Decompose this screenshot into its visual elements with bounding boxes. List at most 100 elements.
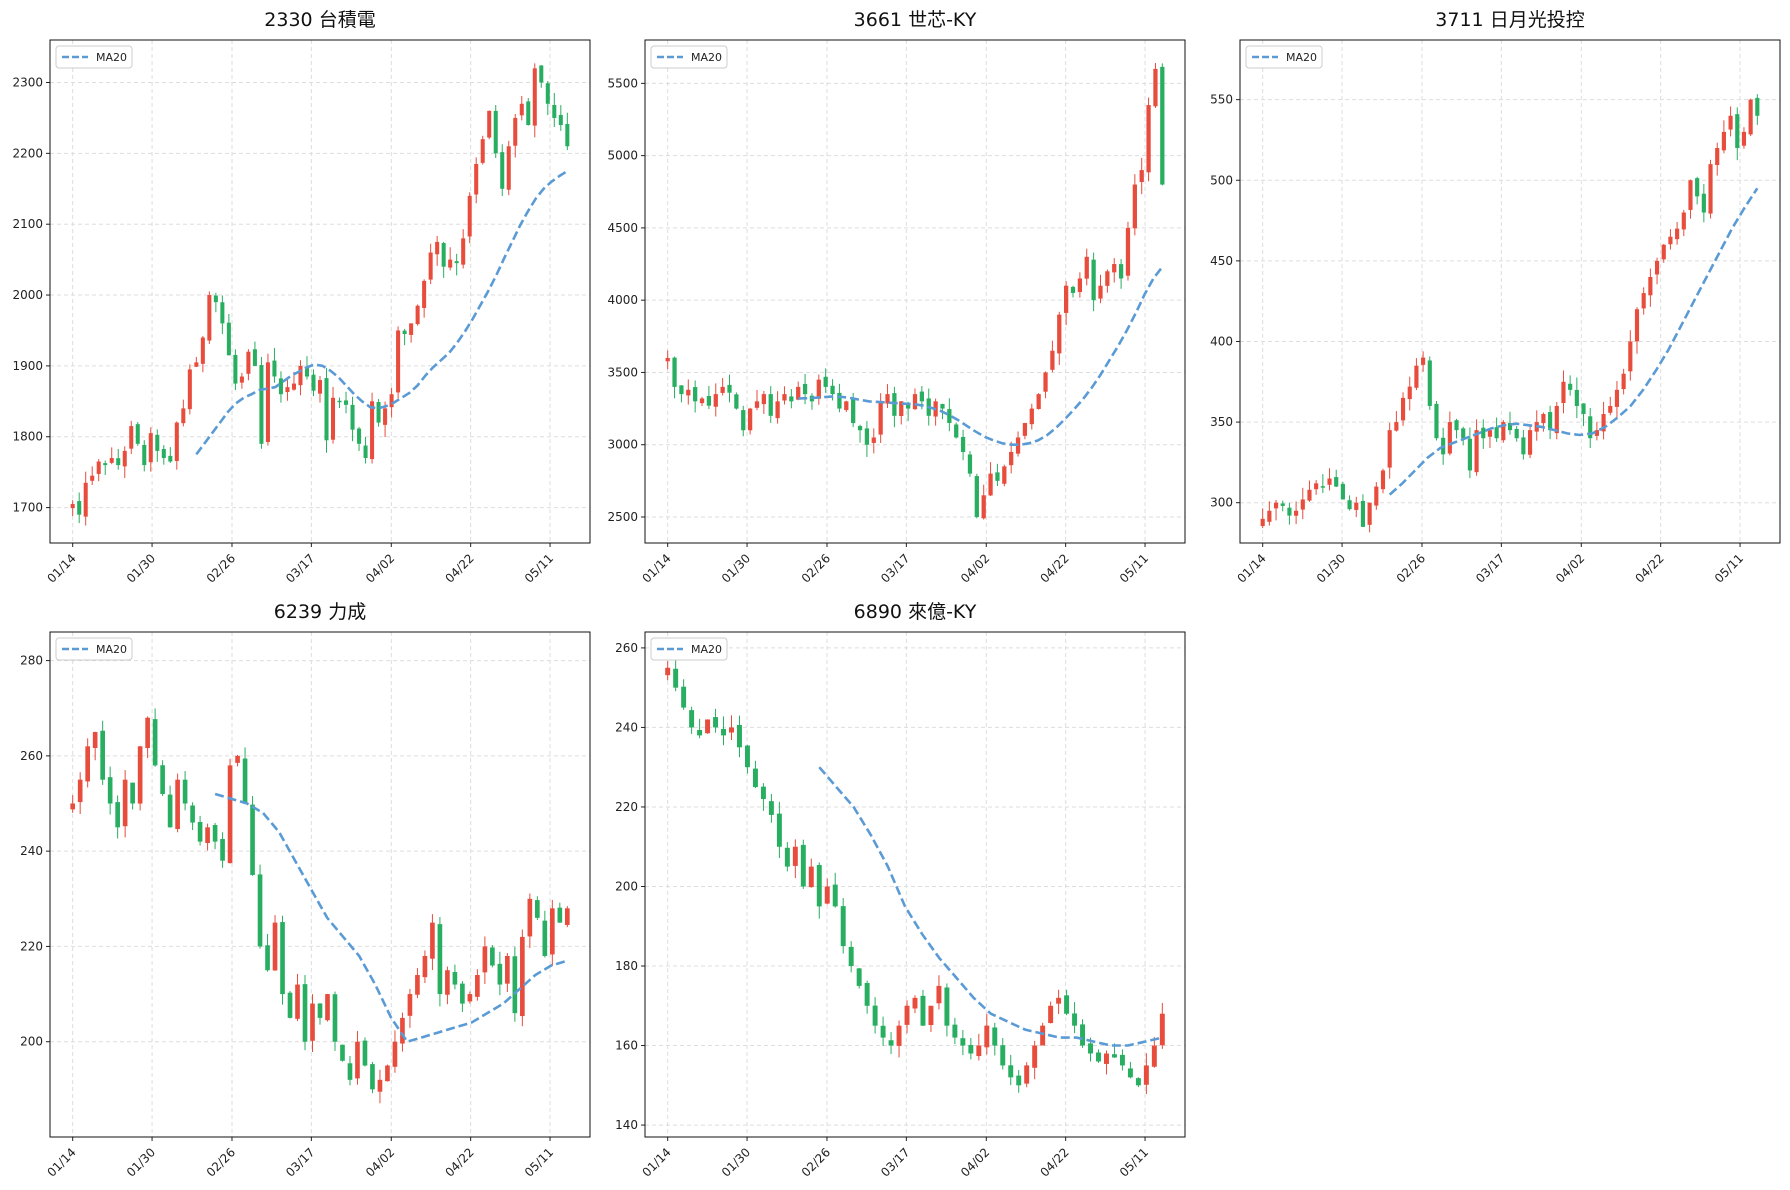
candle-body xyxy=(1594,430,1599,436)
candle xyxy=(205,823,210,851)
candle xyxy=(1009,441,1014,474)
legend: MA20 xyxy=(55,45,133,69)
candle-body xyxy=(96,461,101,474)
candle-body xyxy=(422,280,427,308)
candle-body xyxy=(1135,1078,1141,1086)
candle xyxy=(1029,403,1034,430)
candle xyxy=(344,391,349,414)
candle xyxy=(1347,495,1352,511)
legend-box xyxy=(650,45,728,69)
candle-body xyxy=(872,1005,878,1026)
candle xyxy=(1367,502,1372,533)
ma20-line xyxy=(1388,187,1759,496)
candle-body xyxy=(385,1065,390,1082)
candle xyxy=(407,988,413,1028)
candle-body xyxy=(1581,403,1586,415)
candle-body xyxy=(109,457,114,463)
candle xyxy=(250,796,255,876)
candle xyxy=(190,802,195,831)
candle-body xyxy=(430,922,435,959)
candle-body xyxy=(906,403,911,409)
candle xyxy=(545,81,550,116)
candle-body xyxy=(1119,1054,1125,1066)
candle xyxy=(317,376,323,403)
candle-body xyxy=(1111,1054,1117,1058)
candle-body xyxy=(1634,309,1640,342)
candle xyxy=(1548,405,1553,440)
candle-body xyxy=(1721,131,1726,151)
candle-body xyxy=(1267,510,1272,522)
candle-body xyxy=(1080,1024,1086,1046)
candle xyxy=(1735,107,1740,161)
candle xyxy=(1022,422,1028,440)
y-tick-label: 550 xyxy=(1210,93,1233,107)
candle-body xyxy=(679,385,684,395)
candle-body xyxy=(1380,470,1386,490)
x-tick-label: 03/17 xyxy=(878,1145,912,1179)
candle xyxy=(1008,1054,1014,1086)
candle-body xyxy=(830,385,835,395)
candle xyxy=(161,445,166,465)
candle-body xyxy=(396,330,401,393)
candle xyxy=(96,459,101,482)
candle xyxy=(1070,285,1076,298)
candle-body xyxy=(1608,405,1613,413)
candle-body xyxy=(1327,478,1332,485)
candle xyxy=(981,484,986,520)
candle xyxy=(265,353,270,446)
candle xyxy=(152,708,158,767)
candle-body xyxy=(512,956,518,1014)
x-tick-label: 04/02 xyxy=(363,1145,397,1179)
candle-body xyxy=(720,386,725,393)
candle-body xyxy=(967,454,973,474)
candle-body xyxy=(77,501,82,515)
candle-body xyxy=(1029,408,1034,425)
candle xyxy=(1755,94,1760,125)
candle-body xyxy=(497,963,503,985)
candle xyxy=(1327,468,1332,491)
candle xyxy=(497,951,503,996)
candle xyxy=(122,770,128,838)
candle xyxy=(500,144,505,197)
candle-body xyxy=(1541,414,1546,424)
candle xyxy=(1467,427,1472,479)
legend-label: MA20 xyxy=(96,643,127,656)
candle-body xyxy=(344,400,349,405)
y-tick-label: 200 xyxy=(20,1035,43,1049)
legend: MA20 xyxy=(1245,45,1323,69)
candle xyxy=(802,373,808,405)
candle-body xyxy=(532,68,537,126)
candle xyxy=(1091,252,1096,312)
candle-body xyxy=(864,428,870,445)
candle xyxy=(1434,401,1439,441)
candle-body xyxy=(1314,483,1319,490)
candle-body xyxy=(1641,293,1646,309)
candle-body xyxy=(899,401,904,417)
candle xyxy=(385,1064,390,1082)
candle-body xyxy=(885,394,890,404)
candle xyxy=(310,994,315,1052)
candle xyxy=(265,933,270,972)
chart-title: 6239 力成 xyxy=(274,601,366,623)
candle-body xyxy=(100,730,105,780)
candle xyxy=(1675,222,1680,245)
legend-label: MA20 xyxy=(1286,51,1317,64)
candle xyxy=(864,421,870,457)
candle xyxy=(1314,480,1319,495)
y-tick-label: 5500 xyxy=(607,76,638,90)
candle xyxy=(856,967,862,989)
candle xyxy=(487,110,492,140)
candle-body xyxy=(437,924,443,995)
candle-body xyxy=(526,101,531,126)
candle-body xyxy=(1273,502,1279,509)
candle xyxy=(775,391,780,424)
y-tick-label: 500 xyxy=(1210,173,1233,187)
candle-body xyxy=(1481,427,1486,439)
candle-body xyxy=(310,1003,315,1041)
candle-body xyxy=(968,1044,974,1054)
candle-body xyxy=(272,922,278,971)
candle-body xyxy=(1748,99,1753,135)
candle-body xyxy=(142,444,147,466)
candle xyxy=(490,945,495,968)
candle-body xyxy=(940,404,945,409)
